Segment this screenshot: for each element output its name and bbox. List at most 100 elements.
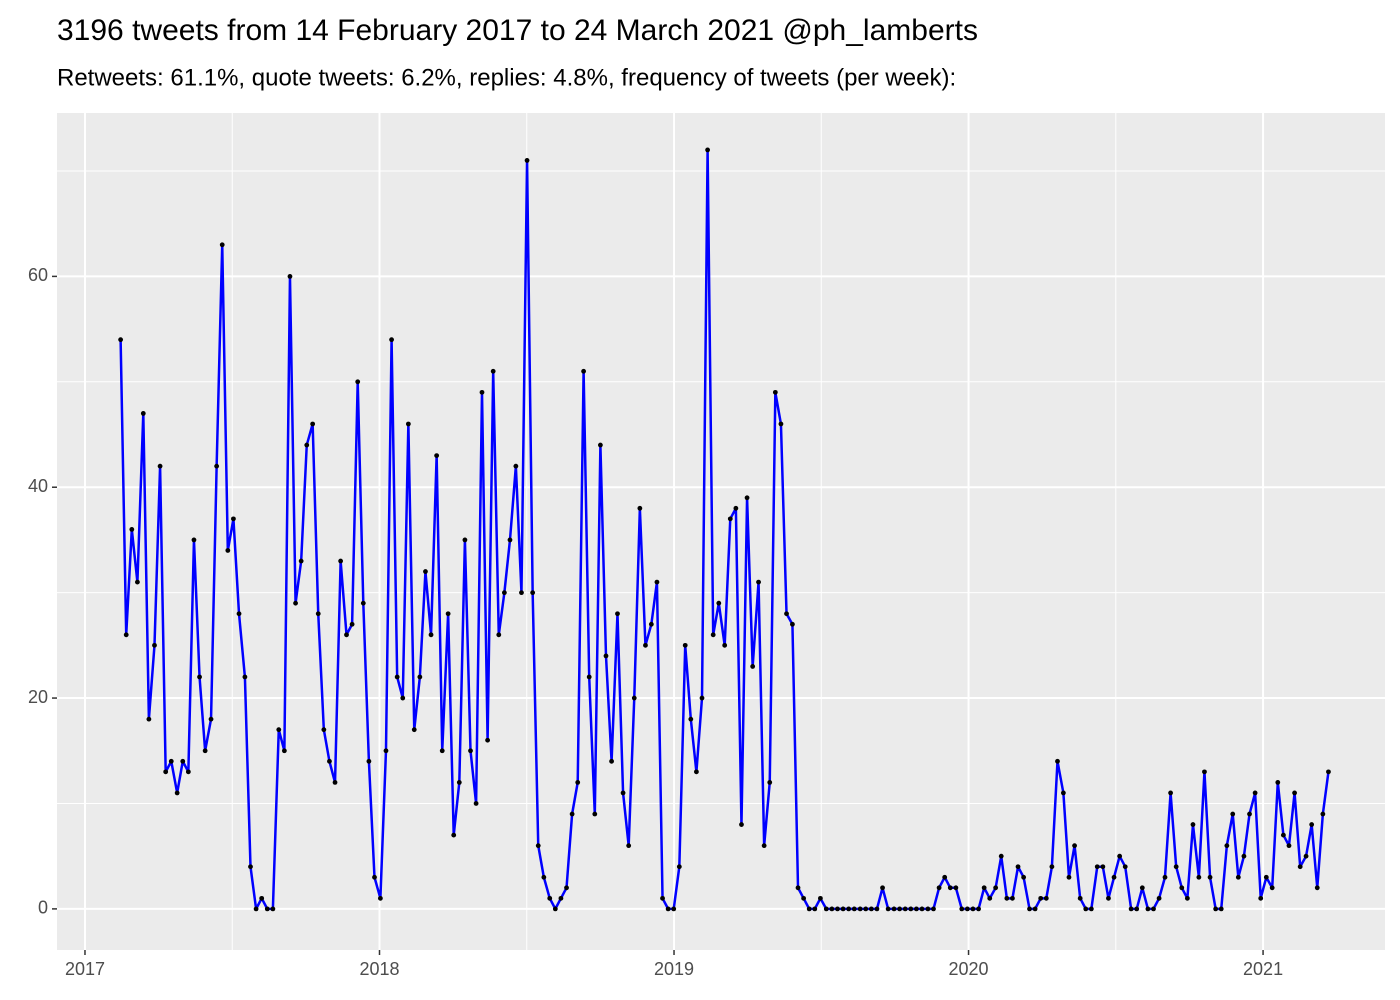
- point: [1004, 895, 1010, 901]
- point: [1184, 895, 1190, 901]
- point: [152, 642, 157, 648]
- point: [835, 906, 840, 912]
- point: [829, 906, 835, 912]
- point: [1297, 864, 1303, 870]
- point: [1134, 906, 1140, 912]
- point: [1088, 906, 1094, 912]
- point: [1111, 874, 1117, 880]
- plot-panel: [57, 113, 1385, 950]
- point: [383, 748, 389, 754]
- point: [699, 695, 705, 701]
- point: [1275, 779, 1281, 785]
- point: [592, 811, 598, 817]
- point: [264, 906, 270, 912]
- point: [676, 864, 682, 870]
- point: [778, 421, 784, 427]
- point: [197, 674, 202, 680]
- point: [456, 779, 462, 785]
- point: [840, 906, 846, 912]
- point: [219, 242, 225, 248]
- point: [389, 337, 394, 343]
- point: [987, 895, 993, 901]
- point: [1173, 864, 1179, 870]
- point: [1122, 864, 1128, 870]
- point: [1235, 874, 1241, 880]
- point: [355, 379, 361, 385]
- point: [1258, 895, 1264, 901]
- point: [479, 389, 485, 395]
- point: [231, 516, 236, 522]
- point: [185, 769, 191, 775]
- point: [671, 906, 677, 912]
- point: [739, 822, 744, 827]
- point: [1106, 895, 1111, 901]
- point: [1326, 769, 1331, 775]
- point: [936, 885, 942, 891]
- point: [1151, 906, 1156, 912]
- point: [490, 368, 496, 374]
- point: [1010, 895, 1015, 901]
- point: [654, 579, 660, 585]
- point: [473, 801, 479, 806]
- point: [868, 906, 874, 912]
- point: [1303, 853, 1309, 859]
- point: [496, 632, 502, 638]
- point: [784, 611, 789, 617]
- point: [1252, 790, 1258, 796]
- point: [321, 727, 327, 733]
- point: [417, 674, 423, 680]
- point: [349, 621, 355, 627]
- point: [688, 716, 694, 722]
- point: [908, 906, 914, 912]
- point: [812, 906, 818, 912]
- point: [880, 885, 885, 891]
- point: [513, 463, 519, 469]
- point: [1263, 874, 1269, 880]
- point: [1139, 885, 1145, 891]
- point: [1072, 843, 1077, 849]
- point: [1218, 906, 1224, 912]
- point: [485, 737, 490, 743]
- point: [902, 906, 908, 912]
- x-tick-label: 2021: [1243, 959, 1283, 979]
- point: [253, 906, 259, 912]
- point: [767, 779, 773, 785]
- point: [716, 600, 722, 606]
- x-tick-label: 2017: [65, 959, 105, 979]
- point: [615, 611, 620, 617]
- point: [1162, 874, 1168, 880]
- point: [1060, 790, 1066, 796]
- point: [597, 442, 603, 448]
- point: [1224, 843, 1230, 849]
- point: [214, 463, 220, 469]
- point: [914, 906, 919, 912]
- point: [327, 758, 332, 764]
- point: [682, 642, 688, 648]
- point: [959, 906, 965, 912]
- chart-title: 3196 tweets from 14 February 2017 to 24 …: [57, 14, 978, 47]
- point: [863, 906, 869, 912]
- x-tick-label: 2019: [654, 959, 694, 979]
- point: [344, 632, 349, 638]
- y-tick-label: 60: [28, 265, 48, 285]
- point: [964, 906, 970, 912]
- point: [727, 516, 733, 522]
- point: [507, 537, 513, 543]
- point: [360, 600, 366, 606]
- point: [970, 906, 976, 912]
- point: [694, 769, 699, 775]
- point: [519, 590, 524, 596]
- point: [1286, 843, 1292, 849]
- point: [547, 895, 553, 901]
- point: [710, 632, 716, 638]
- y-tick-label: 40: [28, 476, 48, 496]
- point: [919, 906, 925, 912]
- point: [270, 906, 276, 912]
- point: [1021, 874, 1027, 880]
- point: [790, 621, 795, 627]
- point: [609, 758, 614, 764]
- point: [772, 389, 778, 395]
- point: [1032, 906, 1038, 912]
- point: [761, 843, 767, 849]
- point: [976, 906, 981, 912]
